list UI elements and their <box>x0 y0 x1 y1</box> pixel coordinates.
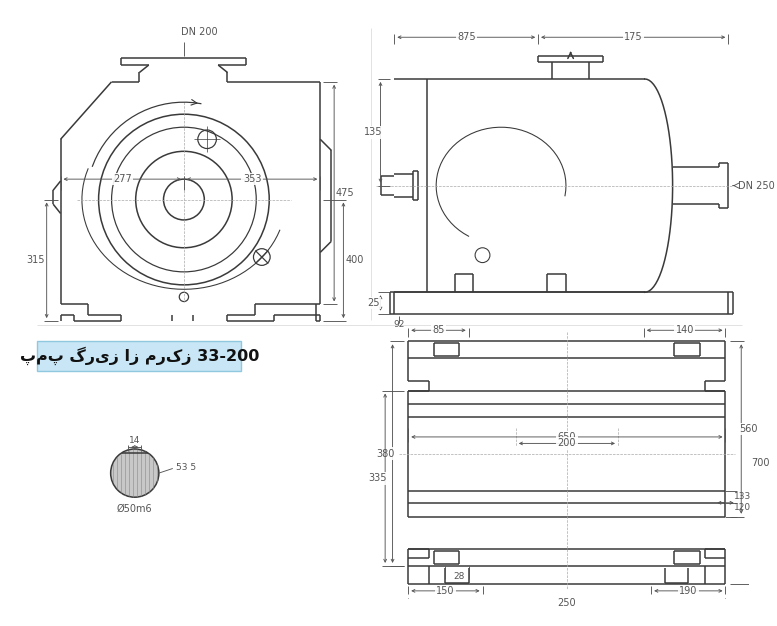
Text: 133: 133 <box>733 492 751 501</box>
Text: 25: 25 <box>367 298 379 308</box>
Text: 53 5: 53 5 <box>176 463 196 472</box>
Text: 200: 200 <box>558 438 577 448</box>
Text: 475: 475 <box>336 188 354 198</box>
Text: 190: 190 <box>679 586 698 596</box>
Text: 175: 175 <box>624 33 643 42</box>
Text: 315: 315 <box>26 255 45 265</box>
Text: 335: 335 <box>368 473 387 483</box>
Text: 277: 277 <box>113 174 131 184</box>
Circle shape <box>110 449 159 497</box>
Text: 14: 14 <box>129 436 141 445</box>
Text: 400: 400 <box>345 255 364 265</box>
Text: 560: 560 <box>740 424 758 434</box>
Text: 135: 135 <box>364 127 382 137</box>
Text: 650: 650 <box>558 432 577 442</box>
Text: Ø50m6: Ø50m6 <box>117 503 152 513</box>
Text: DN 250: DN 250 <box>737 181 774 191</box>
Text: DN 200: DN 200 <box>181 28 218 38</box>
Text: 700: 700 <box>751 458 770 468</box>
Text: 140: 140 <box>675 326 694 336</box>
Text: 353: 353 <box>243 174 261 184</box>
Text: 250: 250 <box>558 598 577 608</box>
Text: 150: 150 <box>436 586 455 596</box>
Text: 380: 380 <box>376 449 395 459</box>
Text: 85: 85 <box>432 326 444 336</box>
Text: 28: 28 <box>454 572 465 582</box>
Text: پمپ گریز از مرکز 33-200: پمپ گریز از مرکز 33-200 <box>19 347 259 366</box>
FancyBboxPatch shape <box>37 341 242 371</box>
Text: 875: 875 <box>457 33 476 42</box>
Text: 120: 120 <box>733 503 751 512</box>
Text: 92: 92 <box>393 320 405 329</box>
